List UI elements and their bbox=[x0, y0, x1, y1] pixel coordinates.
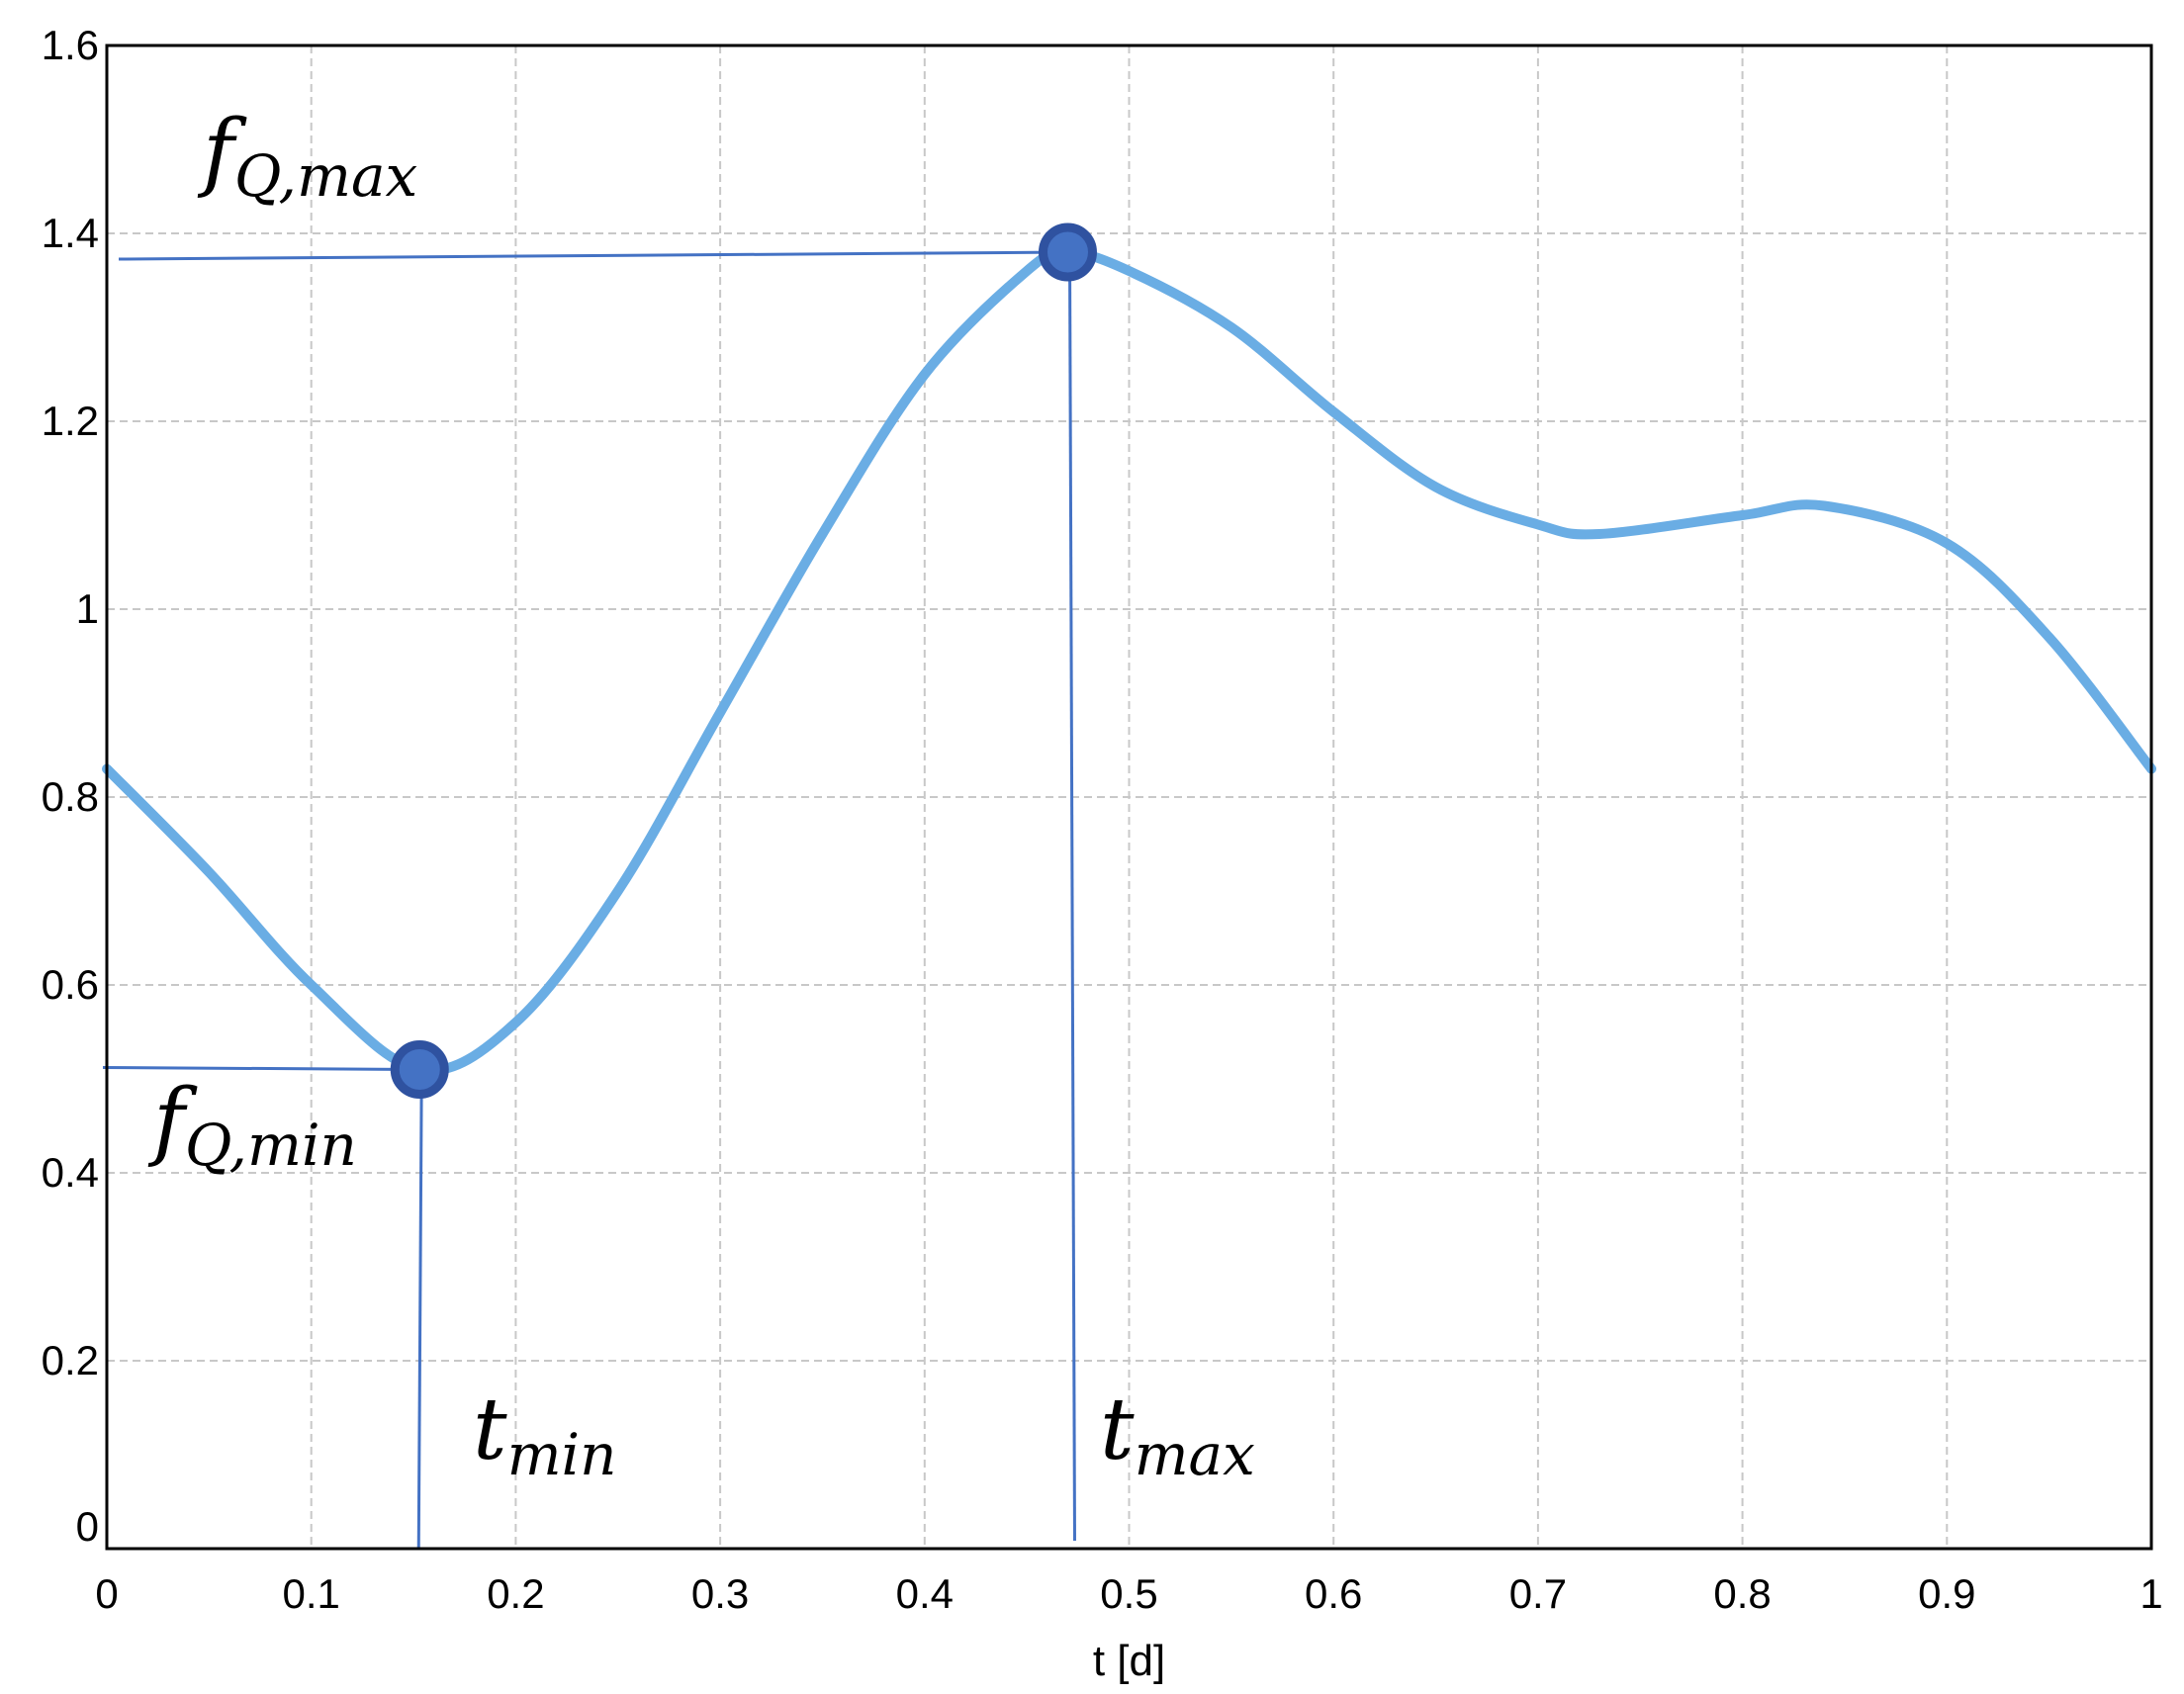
y-tick-label: 0 bbox=[76, 1503, 99, 1550]
min-horizontal-guide bbox=[102, 1066, 420, 1071]
f-q-min-label: fQ,min bbox=[147, 1071, 357, 1179]
x-tick-label: 0.4 bbox=[896, 1570, 954, 1617]
x-tick-label: 0.5 bbox=[1100, 1570, 1157, 1617]
y-tick-label: 0.4 bbox=[42, 1149, 99, 1196]
max-point-marker bbox=[1038, 223, 1097, 282]
y-tick-label: 1.6 bbox=[42, 22, 99, 68]
y-tick-label: 1.4 bbox=[42, 210, 99, 256]
x-axis-title: t [d] bbox=[1093, 1637, 1165, 1685]
max-horizontal-guide bbox=[118, 250, 1068, 261]
y-tick-label: 1 bbox=[76, 585, 99, 632]
grid-lines bbox=[107, 45, 2151, 1549]
y-tick-label: 0.2 bbox=[42, 1337, 99, 1383]
min-point-marker bbox=[390, 1040, 449, 1099]
x-tick-label: 0 bbox=[95, 1570, 118, 1617]
min-vertical-guide bbox=[416, 1069, 423, 1550]
y-tick-label: 0.8 bbox=[42, 773, 99, 820]
x-tick-label: 0.7 bbox=[1509, 1570, 1567, 1617]
markers-layer bbox=[390, 223, 1097, 1099]
x-tick-label: 1 bbox=[2139, 1570, 2162, 1617]
t-max-label: tmax bbox=[1100, 1381, 1255, 1488]
y-tick-label: 1.2 bbox=[42, 398, 99, 444]
x-tick-label: 0.9 bbox=[1918, 1570, 1975, 1617]
guide-lines bbox=[102, 250, 1076, 1550]
x-tick-label: 0.2 bbox=[487, 1570, 544, 1617]
t-min-label: tmin bbox=[473, 1381, 616, 1488]
x-tick-label: 0.6 bbox=[1305, 1570, 1362, 1617]
x-tick-label: 0.3 bbox=[691, 1570, 749, 1617]
y-tick-label: 0.6 bbox=[42, 961, 99, 1008]
plot-frame bbox=[105, 44, 2153, 1551]
max-vertical-guide bbox=[1067, 251, 1076, 1542]
x-tick-labels: 0 0.1 0.2 0.3 0.4 0.5 0.6 0.7 0.8 0.9 1 bbox=[95, 1570, 2162, 1617]
x-tick-label: 0.8 bbox=[1713, 1570, 1771, 1617]
x-tick-label: 0.1 bbox=[283, 1570, 340, 1617]
y-tick-labels: 0 0.2 0.4 0.6 0.8 1 1.2 1.4 1.6 bbox=[42, 22, 99, 1550]
